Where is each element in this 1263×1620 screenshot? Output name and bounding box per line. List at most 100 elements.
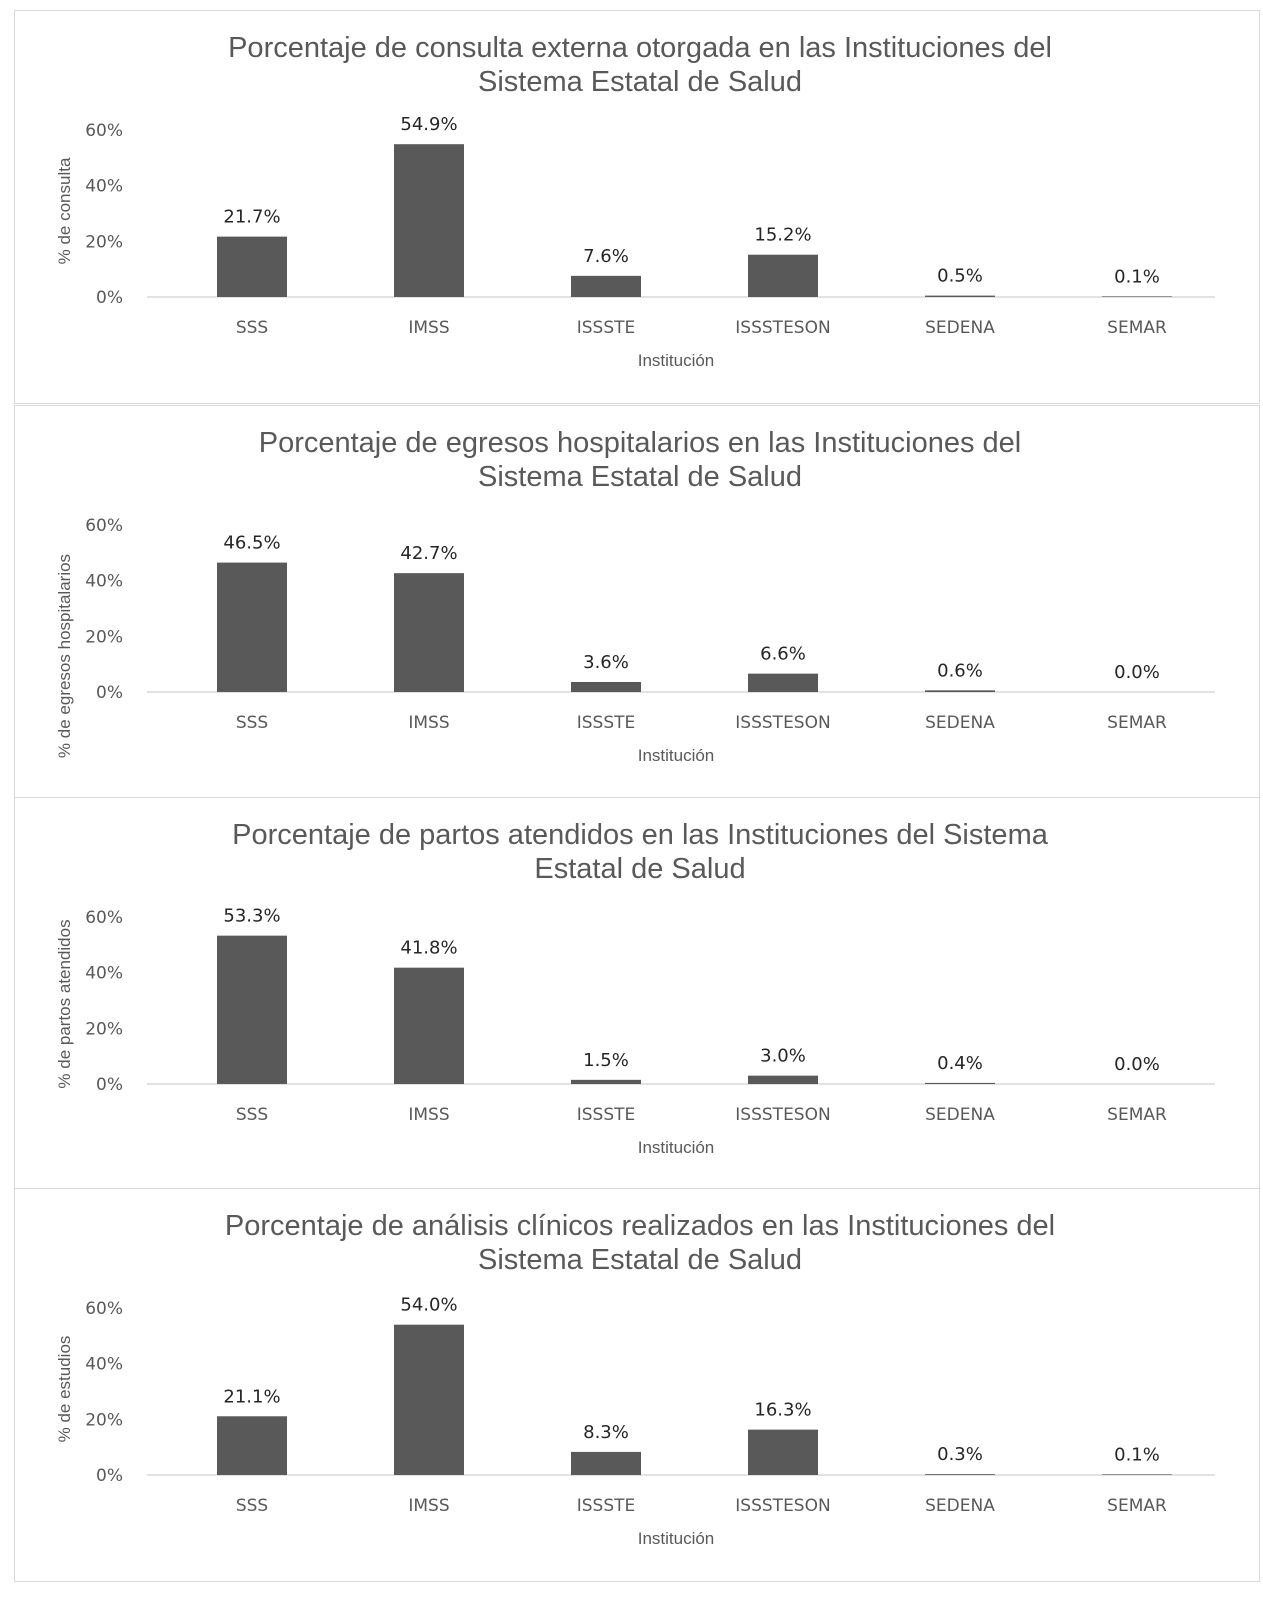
x-tick-label: IMSS: [408, 713, 449, 733]
data-label: 7.6%: [583, 246, 629, 267]
y-tick-label: 20%: [85, 232, 123, 252]
y-tick-label: 0%: [96, 1075, 123, 1095]
y-tick-label: 0%: [96, 288, 123, 308]
data-label: 0.5%: [937, 266, 983, 287]
bar-imss: [394, 967, 464, 1084]
bar-imss: [394, 144, 464, 297]
y-tick-label: 60%: [85, 1299, 123, 1319]
x-tick-label: ISSSTE: [577, 1496, 636, 1516]
data-label: 3.6%: [583, 652, 629, 673]
y-tick-label: 60%: [85, 121, 123, 141]
data-label: 0.6%: [937, 660, 983, 681]
x-tick-label: SEMAR: [1107, 318, 1167, 338]
y-tick-label: 60%: [85, 908, 123, 928]
chart-title-line: Porcentaje de egresos hospitalarios en l…: [259, 427, 1022, 459]
data-label: 1.5%: [583, 1050, 629, 1071]
y-axis-title: % de egresos hospitalarios: [55, 554, 74, 758]
bar-issste: [571, 1451, 641, 1475]
x-axis-title: Institución: [638, 1529, 715, 1548]
chart-panel-3: Porcentaje de partos atendidos en las In…: [14, 797, 1260, 1191]
y-tick-label: 40%: [85, 572, 123, 592]
bar-isssteson: [748, 1429, 818, 1475]
x-tick-label: ISSSTESON: [735, 1105, 830, 1125]
chart-title-line: Porcentaje de partos atendidos en las In…: [232, 819, 1049, 851]
x-tick-label: SSS: [236, 1105, 268, 1125]
bar-sss: [217, 1416, 287, 1475]
x-tick-label: ISSSTESON: [735, 1496, 830, 1516]
chart-title-line: Sistema Estatal de Salud: [478, 66, 802, 98]
bar-sedena: [925, 690, 995, 692]
bar-imss: [394, 1324, 464, 1475]
x-tick-label: SEMAR: [1107, 713, 1167, 733]
x-axis-title: Institución: [638, 1138, 715, 1157]
bar-issste: [571, 275, 641, 297]
x-tick-label: SEDENA: [925, 318, 995, 338]
y-axis-title: % de partos atendidos: [55, 919, 74, 1088]
x-tick-label: SEMAR: [1107, 1496, 1167, 1516]
chart-title-line: Estatal de Salud: [534, 853, 745, 885]
chart-title-line: Porcentaje de análisis clínicos realizad…: [225, 1210, 1055, 1242]
y-tick-label: 60%: [85, 516, 123, 536]
data-label: 54.0%: [400, 1295, 457, 1316]
chart-title-line: Sistema Estatal de Salud: [478, 461, 802, 493]
x-tick-label: ISSSTE: [577, 1105, 636, 1125]
x-tick-label: SEDENA: [925, 1105, 995, 1125]
data-label: 6.6%: [760, 644, 806, 665]
data-label: 42.7%: [400, 543, 457, 564]
bar-chart-1: Porcentaje de consulta externa otorgada …: [55, 32, 1215, 370]
data-label: 0.0%: [1114, 662, 1160, 683]
bar-isssteson: [748, 254, 818, 297]
x-tick-label: ISSSTE: [577, 713, 636, 733]
bar-issste: [571, 1079, 641, 1084]
y-tick-label: 20%: [85, 1410, 123, 1430]
bar-issste: [571, 681, 641, 692]
data-label: 8.3%: [583, 1422, 629, 1443]
bar-semar: [1102, 1474, 1172, 1475]
y-tick-label: 40%: [85, 964, 123, 984]
x-tick-label: SEMAR: [1107, 1105, 1167, 1125]
x-tick-label: IMSS: [408, 318, 449, 338]
data-label: 21.7%: [223, 207, 280, 228]
bar-isssteson: [748, 673, 818, 692]
data-label: 53.3%: [223, 906, 280, 927]
data-label: 54.9%: [400, 114, 457, 135]
chart-panel-4: Porcentaje de análisis clínicos realizad…: [14, 1188, 1260, 1582]
data-label: 3.0%: [760, 1046, 806, 1067]
y-tick-label: 40%: [85, 177, 123, 197]
bar-sss: [217, 236, 287, 297]
y-tick-label: 0%: [96, 683, 123, 703]
y-axis-title: % de consulta: [55, 157, 74, 264]
data-label: 21.1%: [223, 1386, 280, 1407]
x-tick-label: ISSSTE: [577, 318, 636, 338]
x-tick-label: IMSS: [408, 1496, 449, 1516]
x-tick-label: SSS: [236, 318, 268, 338]
data-label: 0.4%: [937, 1053, 983, 1074]
x-axis-title: Institución: [638, 351, 715, 370]
data-label: 41.8%: [400, 938, 457, 959]
y-tick-label: 40%: [85, 1355, 123, 1375]
bar-chart-4: Porcentaje de análisis clínicos realizad…: [55, 1210, 1215, 1548]
bar-imss: [394, 573, 464, 692]
chart-title-line: Porcentaje de consulta externa otorgada …: [228, 32, 1052, 64]
x-tick-label: SEDENA: [925, 713, 995, 733]
y-axis-title: % de estudios: [55, 1336, 74, 1443]
y-tick-label: 20%: [85, 627, 123, 647]
bar-sss: [217, 935, 287, 1084]
x-tick-label: SSS: [236, 713, 268, 733]
chart-panel-2: Porcentaje de egresos hospitalarios en l…: [14, 405, 1260, 799]
x-tick-label: IMSS: [408, 1105, 449, 1125]
bar-sss: [217, 562, 287, 692]
data-label: 0.3%: [937, 1444, 983, 1465]
bar-chart-3: Porcentaje de partos atendidos en las In…: [55, 819, 1215, 1157]
x-tick-label: SSS: [236, 1496, 268, 1516]
data-label: 0.1%: [1114, 266, 1160, 287]
data-label: 16.3%: [754, 1400, 811, 1421]
bar-sedena: [925, 1474, 995, 1475]
chart-panel-1: Porcentaje de consulta externa otorgada …: [14, 10, 1260, 404]
x-tick-label: ISSSTESON: [735, 318, 830, 338]
bar-semar: [1102, 296, 1172, 297]
data-label: 46.5%: [223, 533, 280, 554]
data-label: 0.0%: [1114, 1054, 1160, 1075]
bar-chart-2: Porcentaje de egresos hospitalarios en l…: [55, 427, 1215, 765]
bar-sedena: [925, 295, 995, 297]
